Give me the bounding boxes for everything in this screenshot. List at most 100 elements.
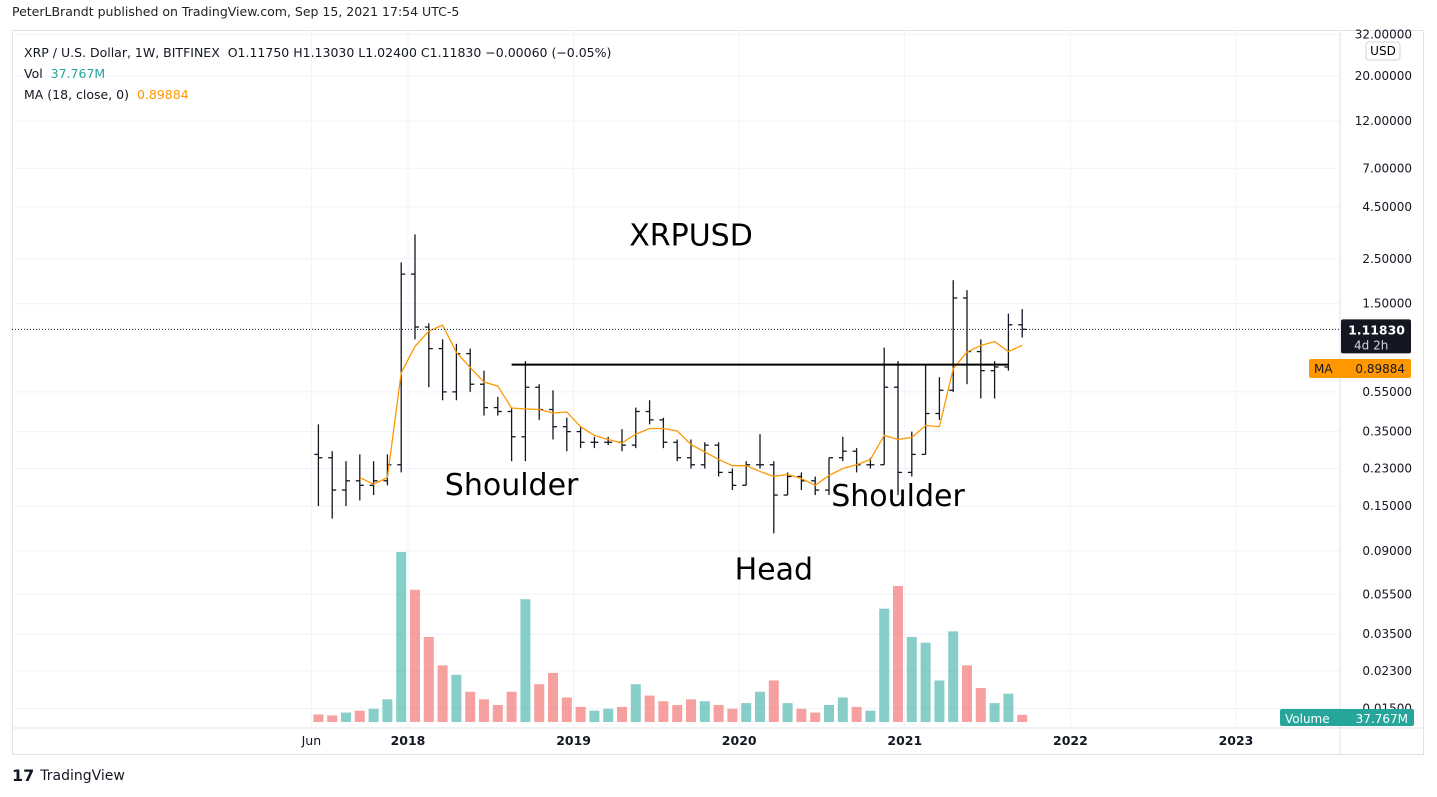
y-tick-label: 0.55000 xyxy=(1362,385,1412,399)
y-tick-label: 1.50000 xyxy=(1362,297,1412,311)
volume-bar xyxy=(630,684,641,722)
volume-bar xyxy=(327,715,338,722)
volume-bar xyxy=(920,642,931,722)
y-tick-label: 0.02300 xyxy=(1362,664,1412,678)
volume-bar xyxy=(520,599,531,722)
annotation-text: Shoulder xyxy=(445,468,579,503)
y-tick-label: 12.00000 xyxy=(1355,114,1412,128)
volume-bar xyxy=(492,705,503,722)
volume-bar xyxy=(479,699,489,722)
volume-bar xyxy=(989,703,1000,722)
volume-tag-label: Volume xyxy=(1285,712,1330,726)
volume-bar xyxy=(755,691,765,722)
annotation-text: Head xyxy=(735,553,813,588)
volume-tag xyxy=(1280,709,1414,726)
x-tick-label: 2018 xyxy=(391,733,426,748)
x-tick-label: 2021 xyxy=(887,733,922,748)
vol-value: 37.767M xyxy=(50,66,106,81)
volume-bar xyxy=(548,672,558,722)
volume-bar xyxy=(465,691,476,722)
x-tick-label: 2019 xyxy=(556,733,591,748)
volume-bar xyxy=(561,697,572,722)
volume-bar xyxy=(948,631,959,722)
volume-bar xyxy=(506,691,517,722)
volume-bar xyxy=(617,706,627,722)
chart-frame xyxy=(12,30,1424,755)
y-tick-label: 4.50000 xyxy=(1362,200,1412,214)
vol-label[interactable]: Vol xyxy=(24,66,43,81)
volume-bar xyxy=(368,708,379,722)
annotation-text: Shoulder xyxy=(831,479,965,514)
volume-bar xyxy=(686,699,696,722)
tradingview-logo[interactable]: 17 TradingView xyxy=(12,766,125,785)
last-price-tag xyxy=(1341,319,1411,354)
volume-bar xyxy=(672,705,683,722)
ma-tag-value: 0.89884 xyxy=(1355,362,1405,376)
volume-bar xyxy=(975,688,986,722)
volume-bar xyxy=(437,665,448,722)
volume-bar xyxy=(824,705,834,722)
volume-bar xyxy=(782,703,793,722)
volume-bar xyxy=(699,701,710,722)
publisher-line: PeterLBrandt published on TradingView.co… xyxy=(12,4,460,19)
x-tick-label: Jun xyxy=(301,733,322,748)
y-tick-label: 7.00000 xyxy=(1362,161,1412,175)
volume-bar xyxy=(934,680,945,722)
volume-bar xyxy=(713,705,724,722)
volume-bar xyxy=(534,684,545,722)
y-tick-label: 0.23000 xyxy=(1362,462,1412,476)
volume-bar xyxy=(1003,693,1014,722)
volume-bar xyxy=(879,608,890,722)
y-tick-label: 0.03500 xyxy=(1362,627,1412,641)
volume-bar xyxy=(575,706,586,722)
currency-badge xyxy=(1365,41,1401,61)
ohlc-values: O1.11750 H1.13030 L1.02400 C1.11830 −0.0… xyxy=(227,45,612,60)
annotation-text: XRPUSD xyxy=(629,219,753,254)
tv-logo-icon: 17 xyxy=(12,766,35,785)
ma-label[interactable]: MA (18, close, 0) xyxy=(24,87,130,102)
volume-tag-value: 37.767M xyxy=(1356,712,1408,726)
volume-bar xyxy=(410,589,420,722)
volume-bar xyxy=(893,586,903,722)
y-tick-label: 2.50000 xyxy=(1362,252,1412,266)
ma-price-tag xyxy=(1309,359,1411,378)
volume-bar xyxy=(354,710,365,722)
x-tick-label: 2020 xyxy=(722,733,757,748)
y-tick-label: 0.15000 xyxy=(1362,499,1412,513)
volume-bar xyxy=(589,710,600,722)
volume-bar xyxy=(727,708,738,722)
volume-bar xyxy=(741,703,752,722)
ma-tag-label: MA xyxy=(1314,362,1333,376)
volume-bar xyxy=(796,708,807,722)
volume-bar xyxy=(658,701,669,722)
volume-bar xyxy=(1017,714,1028,722)
chart-legend: XRP / U.S. Dollar, 1W, BITFINEX O1.11750… xyxy=(24,42,611,105)
volume-bar xyxy=(837,697,848,722)
currency-label: USD xyxy=(1370,44,1396,58)
volume-bar xyxy=(603,708,614,722)
volume-bar xyxy=(810,712,821,722)
volume-bar xyxy=(962,665,972,722)
symbol-info[interactable]: XRP / U.S. Dollar, 1W, BITFINEX xyxy=(24,45,220,60)
volume-bar xyxy=(906,637,917,722)
volume-bar xyxy=(313,714,324,722)
volume-bar xyxy=(451,674,462,722)
y-tick-label: 32.00000 xyxy=(1355,28,1412,42)
y-tick-label: 0.35000 xyxy=(1362,425,1412,439)
ma-value: 0.89884 xyxy=(136,87,189,102)
x-tick-label: 2023 xyxy=(1219,733,1254,748)
volume-bar xyxy=(382,699,393,722)
last-price-value: 1.11830 xyxy=(1348,322,1405,337)
brand-name: TradingView xyxy=(40,767,125,784)
volume-bar xyxy=(851,706,862,722)
y-tick-label: 0.09000 xyxy=(1362,544,1412,558)
volume-bar xyxy=(865,710,876,722)
volume-bar xyxy=(423,637,434,722)
volume-bar xyxy=(341,712,351,722)
bar-countdown: 4d 2h xyxy=(1354,338,1388,352)
volume-bar xyxy=(396,552,407,722)
ma-line xyxy=(359,324,1023,487)
volume-bar xyxy=(644,695,655,722)
x-tick-label: 2022 xyxy=(1053,733,1088,748)
